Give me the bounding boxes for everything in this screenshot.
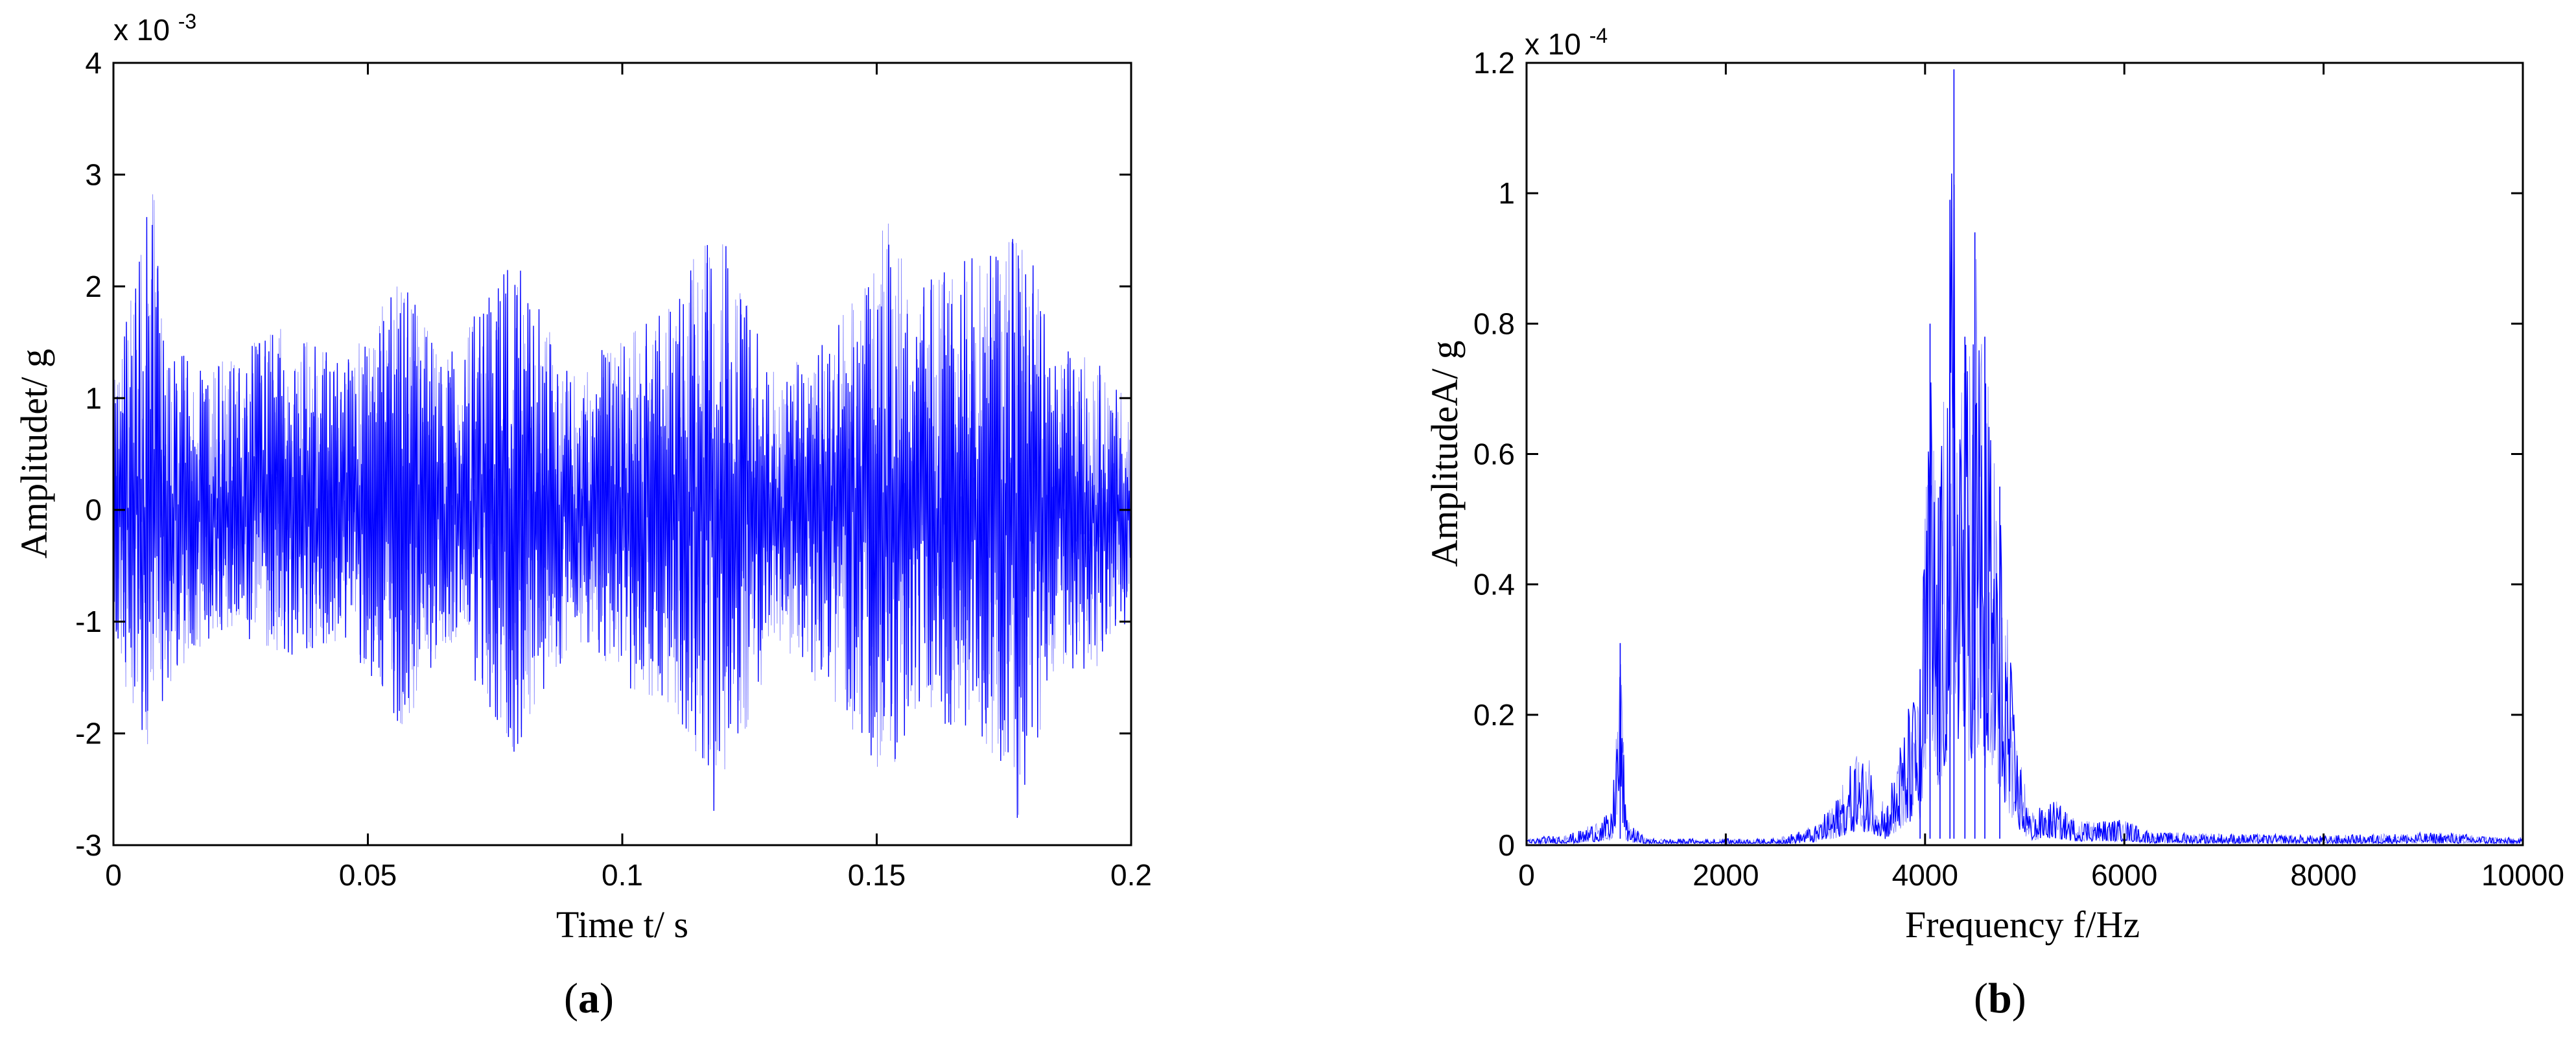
panel-b-x-tick-label: 8000 (2290, 858, 2356, 892)
panel-b-y-tick-label: 0.4 (1473, 568, 1515, 601)
panel-b-y-axis-title: AmplitudeA/ g (1423, 340, 1466, 567)
panel-b-spectrum-line (1526, 69, 2523, 845)
panel-b-y-tick-label: 0 (1498, 828, 1515, 862)
panel-a-x-tick-labels: 0 0.05 0.1 0.15 0.2 (105, 858, 1152, 892)
panel-a-y-tick-label: -2 (75, 717, 102, 751)
panel-b-x-tick-label: 6000 (2091, 858, 2157, 892)
panel-a-y-tick-label: -3 (75, 828, 102, 862)
panel-a-signal-line (113, 194, 1132, 818)
panel-b-x-tick-labels: 0 2000 4000 6000 8000 10000 (1518, 858, 2564, 892)
panel-a-ticks (112, 62, 1132, 846)
panel-a-y-axis-title: Amplitudet/ g (13, 349, 55, 559)
panel-b-spectrum-trace (1526, 173, 2523, 845)
panel-a-x-tick-label: 0.1 (602, 858, 643, 892)
panel-a-y-tick-label: 1 (85, 381, 102, 415)
panel-b-x-tick-label: 4000 (1892, 858, 1958, 892)
panel-a-y-tick-label: 2 (85, 270, 102, 303)
panel-b-y-tick-label: 0.6 (1473, 437, 1515, 471)
panel-b-spectrum-trace-light (1526, 208, 2523, 845)
panel-b-y-tick-labels: 0 0.2 0.4 0.6 0.8 1 1.2 (1473, 46, 1515, 862)
panel-b-spectrum: 0 0.2 0.4 0.6 0.8 1 1.2 0 2000 4000 6000 8000 10000… (1423, 24, 2564, 1022)
panel-b-y-tick-label: 0.8 (1473, 307, 1515, 340)
panel-a-x-axis-title: Time t/ s (556, 903, 688, 946)
panel-b-x-tick-label: 2000 (1692, 858, 1759, 892)
panel-b-ticks (1525, 62, 2524, 846)
panel-a-x-tick-label: 0.15 (848, 858, 906, 892)
panel-a-time-signal: -3 -2 -1 0 1 2 3 4 0 0.05 0.1 0.15 0.2 x 10 -3 Time… (13, 10, 1152, 1022)
panel-b-y-exponent: x 10 -4 (1525, 24, 1608, 61)
panel-b-y-tick-label: 0.2 (1473, 698, 1515, 732)
panel-b-y-tick-label: 1.2 (1473, 46, 1515, 80)
panel-b-label: (b) (1974, 975, 2026, 1022)
panel-a-signal-trace (113, 216, 1132, 818)
panel-b-x-tick-label: 10000 (2481, 858, 2564, 892)
panel-a-x-tick-label: 0.05 (339, 858, 397, 892)
panel-a-x-tick-label: 0.2 (1110, 858, 1152, 892)
panel-a-y-tick-label: 4 (85, 46, 102, 80)
panel-a-y-tick-label: 3 (85, 157, 102, 191)
panel-a-y-exponent: x 10 -3 (113, 10, 196, 47)
panel-a-y-tick-labels: -3 -2 -1 0 1 2 3 4 (75, 46, 102, 862)
panel-a-y-tick-label: -1 (75, 605, 102, 638)
panel-b-x-axis-title: Frequency f/Hz (1905, 903, 2140, 946)
panel-b-x-tick-label: 0 (1518, 858, 1535, 892)
panel-a-label: (a) (564, 975, 614, 1022)
panel-a-x-tick-label: 0 (105, 858, 122, 892)
panel-b-plot-frame (1525, 62, 2524, 846)
panel-b-y-tick-label: 1 (1498, 176, 1515, 210)
panel-a-y-tick-label: 0 (85, 493, 102, 527)
